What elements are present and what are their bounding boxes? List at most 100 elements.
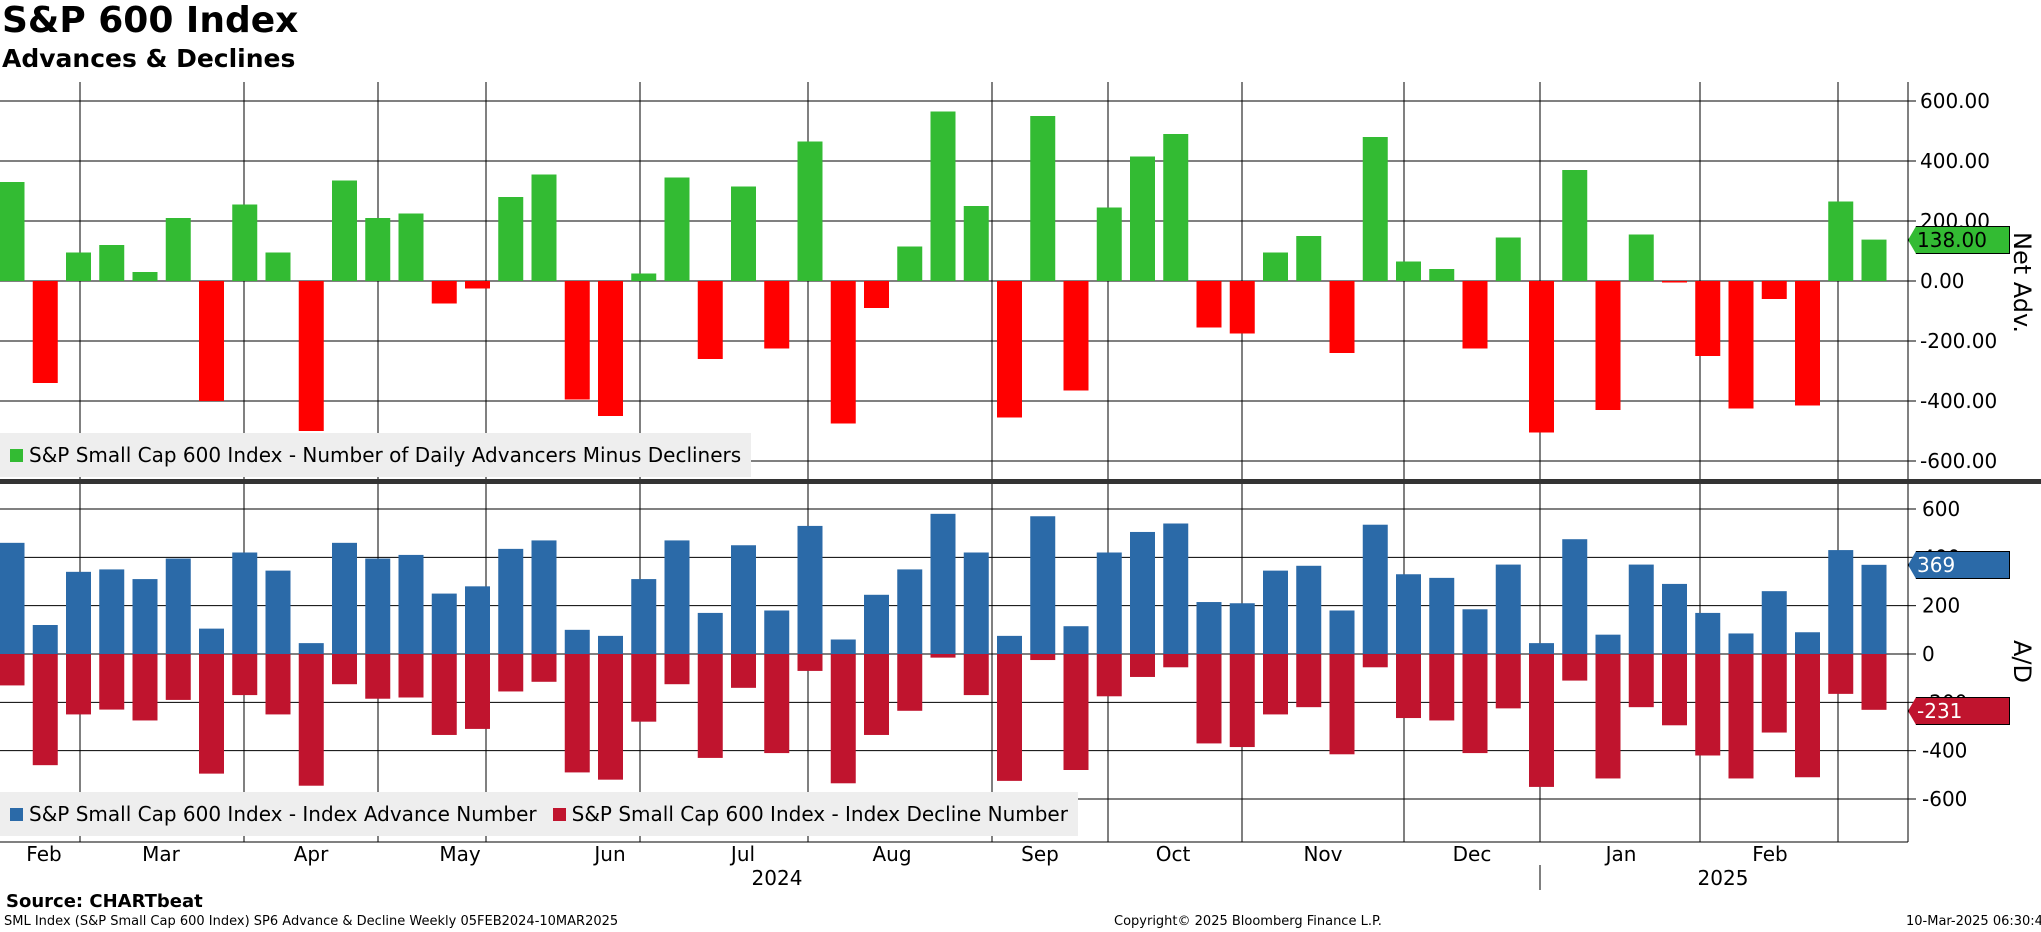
bar-advance xyxy=(32,625,58,654)
y-axis-label-ad: A/D xyxy=(2008,640,2036,683)
legend-label-advance-number: S&P Small Cap 600 Index - Index Advance … xyxy=(29,802,537,826)
bar-advance xyxy=(1329,610,1355,654)
bar-advance xyxy=(1063,626,1089,654)
bar-advance xyxy=(1529,643,1554,654)
legend-item-net-advancers: S&P Small Cap 600 Index - Number of Dail… xyxy=(10,443,741,467)
bar-advance xyxy=(1495,564,1521,654)
bar-net-adv xyxy=(232,204,258,281)
bar-net-adv xyxy=(298,281,324,431)
x-tick-label-year: 2025 xyxy=(1698,866,1749,890)
bar-decline xyxy=(1429,654,1455,721)
bar-decline xyxy=(365,654,391,699)
bar-advance xyxy=(498,548,524,654)
bar-decline xyxy=(1462,654,1488,754)
bar-net-adv xyxy=(465,281,490,289)
bar-net-adv xyxy=(1861,239,1887,281)
y-tick-label-bottom: 0 xyxy=(1922,642,1935,666)
bar-net-adv xyxy=(830,281,856,424)
bar-net-adv xyxy=(1495,237,1521,281)
bar-advance xyxy=(99,569,125,654)
bar-net-adv xyxy=(398,213,424,281)
bar-advance xyxy=(764,610,790,654)
bar-decline xyxy=(930,654,956,658)
bar-net-adv xyxy=(32,281,58,383)
footer-copyright: Copyright© 2025 Bloomberg Finance L.P. xyxy=(1114,914,1382,929)
bar-decline xyxy=(1828,654,1854,694)
bar-decline xyxy=(963,654,989,696)
x-tick-label-month: Mar xyxy=(142,842,181,866)
bar-net-adv xyxy=(1196,281,1222,328)
bar-decline xyxy=(1163,654,1189,668)
bar-net-adv xyxy=(332,180,357,281)
bar-net-adv xyxy=(1462,281,1488,349)
x-tick-label-month: Apr xyxy=(294,842,329,866)
bar-decline xyxy=(1795,654,1820,778)
footer-source: Source: CHARTbeat xyxy=(6,891,203,912)
bar-net-adv xyxy=(631,273,657,281)
bar-decline xyxy=(664,654,690,685)
bar-decline xyxy=(0,654,25,686)
bar-decline xyxy=(132,654,158,721)
top-legend: S&P Small Cap 600 Index - Number of Dail… xyxy=(0,433,752,477)
y-tick-label-top: -400.00 xyxy=(1920,389,1997,413)
bar-decline xyxy=(298,654,324,786)
y-tick-label-bottom: 200 xyxy=(1922,594,1960,618)
bar-decline xyxy=(598,654,623,780)
x-tick-label-month: Jan xyxy=(1604,842,1637,866)
bar-decline xyxy=(731,654,756,688)
bar-net-adv xyxy=(498,197,524,281)
bar-net-adv xyxy=(1761,281,1787,299)
bar-advance xyxy=(1861,564,1887,654)
bar-decline xyxy=(564,654,590,773)
bar-advance xyxy=(66,571,91,654)
bar-net-adv xyxy=(1828,201,1854,281)
bar-decline xyxy=(99,654,125,710)
bar-advance xyxy=(132,579,158,654)
bar-decline xyxy=(431,654,457,735)
bar-decline xyxy=(1063,654,1089,770)
bar-advance xyxy=(1728,633,1754,654)
bar-decline xyxy=(265,654,291,715)
bar-advance xyxy=(199,628,224,654)
bar-advance xyxy=(830,639,856,654)
x-tick-label-month: Dec xyxy=(1453,842,1492,866)
last-value-tag-net-adv: 138.00 xyxy=(1908,226,2010,254)
bar-net-adv xyxy=(1163,134,1189,281)
bar-decline xyxy=(764,654,790,754)
bar-net-adv xyxy=(265,252,291,281)
bar-decline xyxy=(1096,654,1122,697)
bar-advance xyxy=(1628,564,1654,654)
bar-advance xyxy=(1296,565,1322,654)
bar-advance xyxy=(1795,632,1820,654)
bar-net-adv xyxy=(1362,137,1388,281)
bar-advance xyxy=(963,552,989,654)
bar-decline xyxy=(165,654,191,700)
last-value-tag-decline: -231 xyxy=(1908,697,2010,725)
y-tick-label-top: 600.00 xyxy=(1920,89,1990,113)
bar-advance xyxy=(1396,574,1421,654)
legend-item-decline-number: S&P Small Cap 600 Index - Index Decline … xyxy=(552,802,1068,826)
bar-advance xyxy=(1362,524,1388,654)
legend-item-advance-number: S&P Small Cap 600 Index - Index Advance … xyxy=(10,802,537,826)
bar-decline xyxy=(498,654,524,692)
bar-decline xyxy=(1196,654,1222,744)
bar-decline xyxy=(66,654,91,715)
bar-net-adv xyxy=(531,174,557,281)
bar-net-adv xyxy=(864,281,889,308)
bar-advance xyxy=(1263,570,1288,654)
bar-advance xyxy=(1196,602,1222,654)
bar-advance xyxy=(1030,516,1056,654)
x-tick-label-month: Feb xyxy=(1752,842,1787,866)
bottom-legend: S&P Small Cap 600 Index - Index Advance … xyxy=(0,792,1078,836)
last-value-tag-advance: 369 xyxy=(1908,551,2010,579)
bar-net-adv xyxy=(66,252,91,281)
bar-decline xyxy=(1229,654,1255,748)
bar-net-adv xyxy=(1695,281,1721,356)
bar-decline xyxy=(398,654,424,698)
y-tick-label-top: -600.00 xyxy=(1920,449,1997,473)
bar-net-adv xyxy=(1728,281,1754,409)
bar-net-adv xyxy=(1096,207,1122,281)
legend-swatch-green xyxy=(10,448,23,462)
chart-subtitle: Advances & Declines xyxy=(2,44,296,73)
legend-swatch-crimson xyxy=(552,807,566,821)
